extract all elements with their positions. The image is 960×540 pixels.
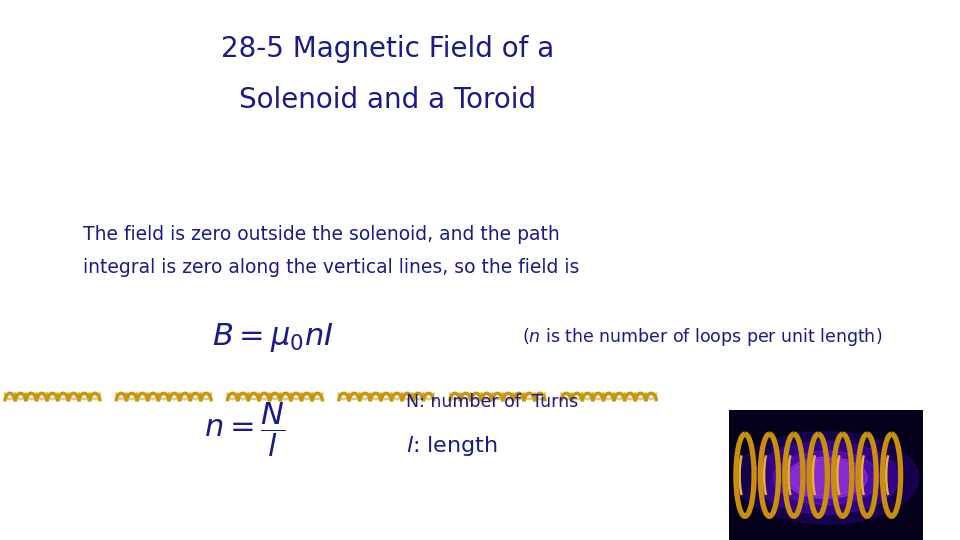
Bar [730,410,924,540]
Text: ($n$ is the number of loops per unit length): ($n$ is the number of loops per unit len… [521,327,882,348]
Text: Solenoid and a Toroid: Solenoid and a Toroid [239,86,537,114]
Text: The field is zero outside the solenoid, and the path: The field is zero outside the solenoid, … [84,225,560,245]
Ellipse shape [754,441,900,514]
Ellipse shape [789,460,863,496]
Text: $n = \dfrac{N}{l}$: $n = \dfrac{N}{l}$ [204,400,285,458]
Text: integral is zero along the vertical lines, so the field is: integral is zero along the vertical line… [84,258,580,277]
Text: $l$: length: $l$: length [406,434,498,457]
Text: 28-5 Magnetic Field of a: 28-5 Magnetic Field of a [221,35,555,63]
Ellipse shape [785,457,867,498]
Text: $B = \mu_0 nI$: $B = \mu_0 nI$ [211,321,333,354]
Text: N: number of  Turns: N: number of Turns [406,393,579,411]
Ellipse shape [773,451,879,504]
Ellipse shape [734,431,919,524]
